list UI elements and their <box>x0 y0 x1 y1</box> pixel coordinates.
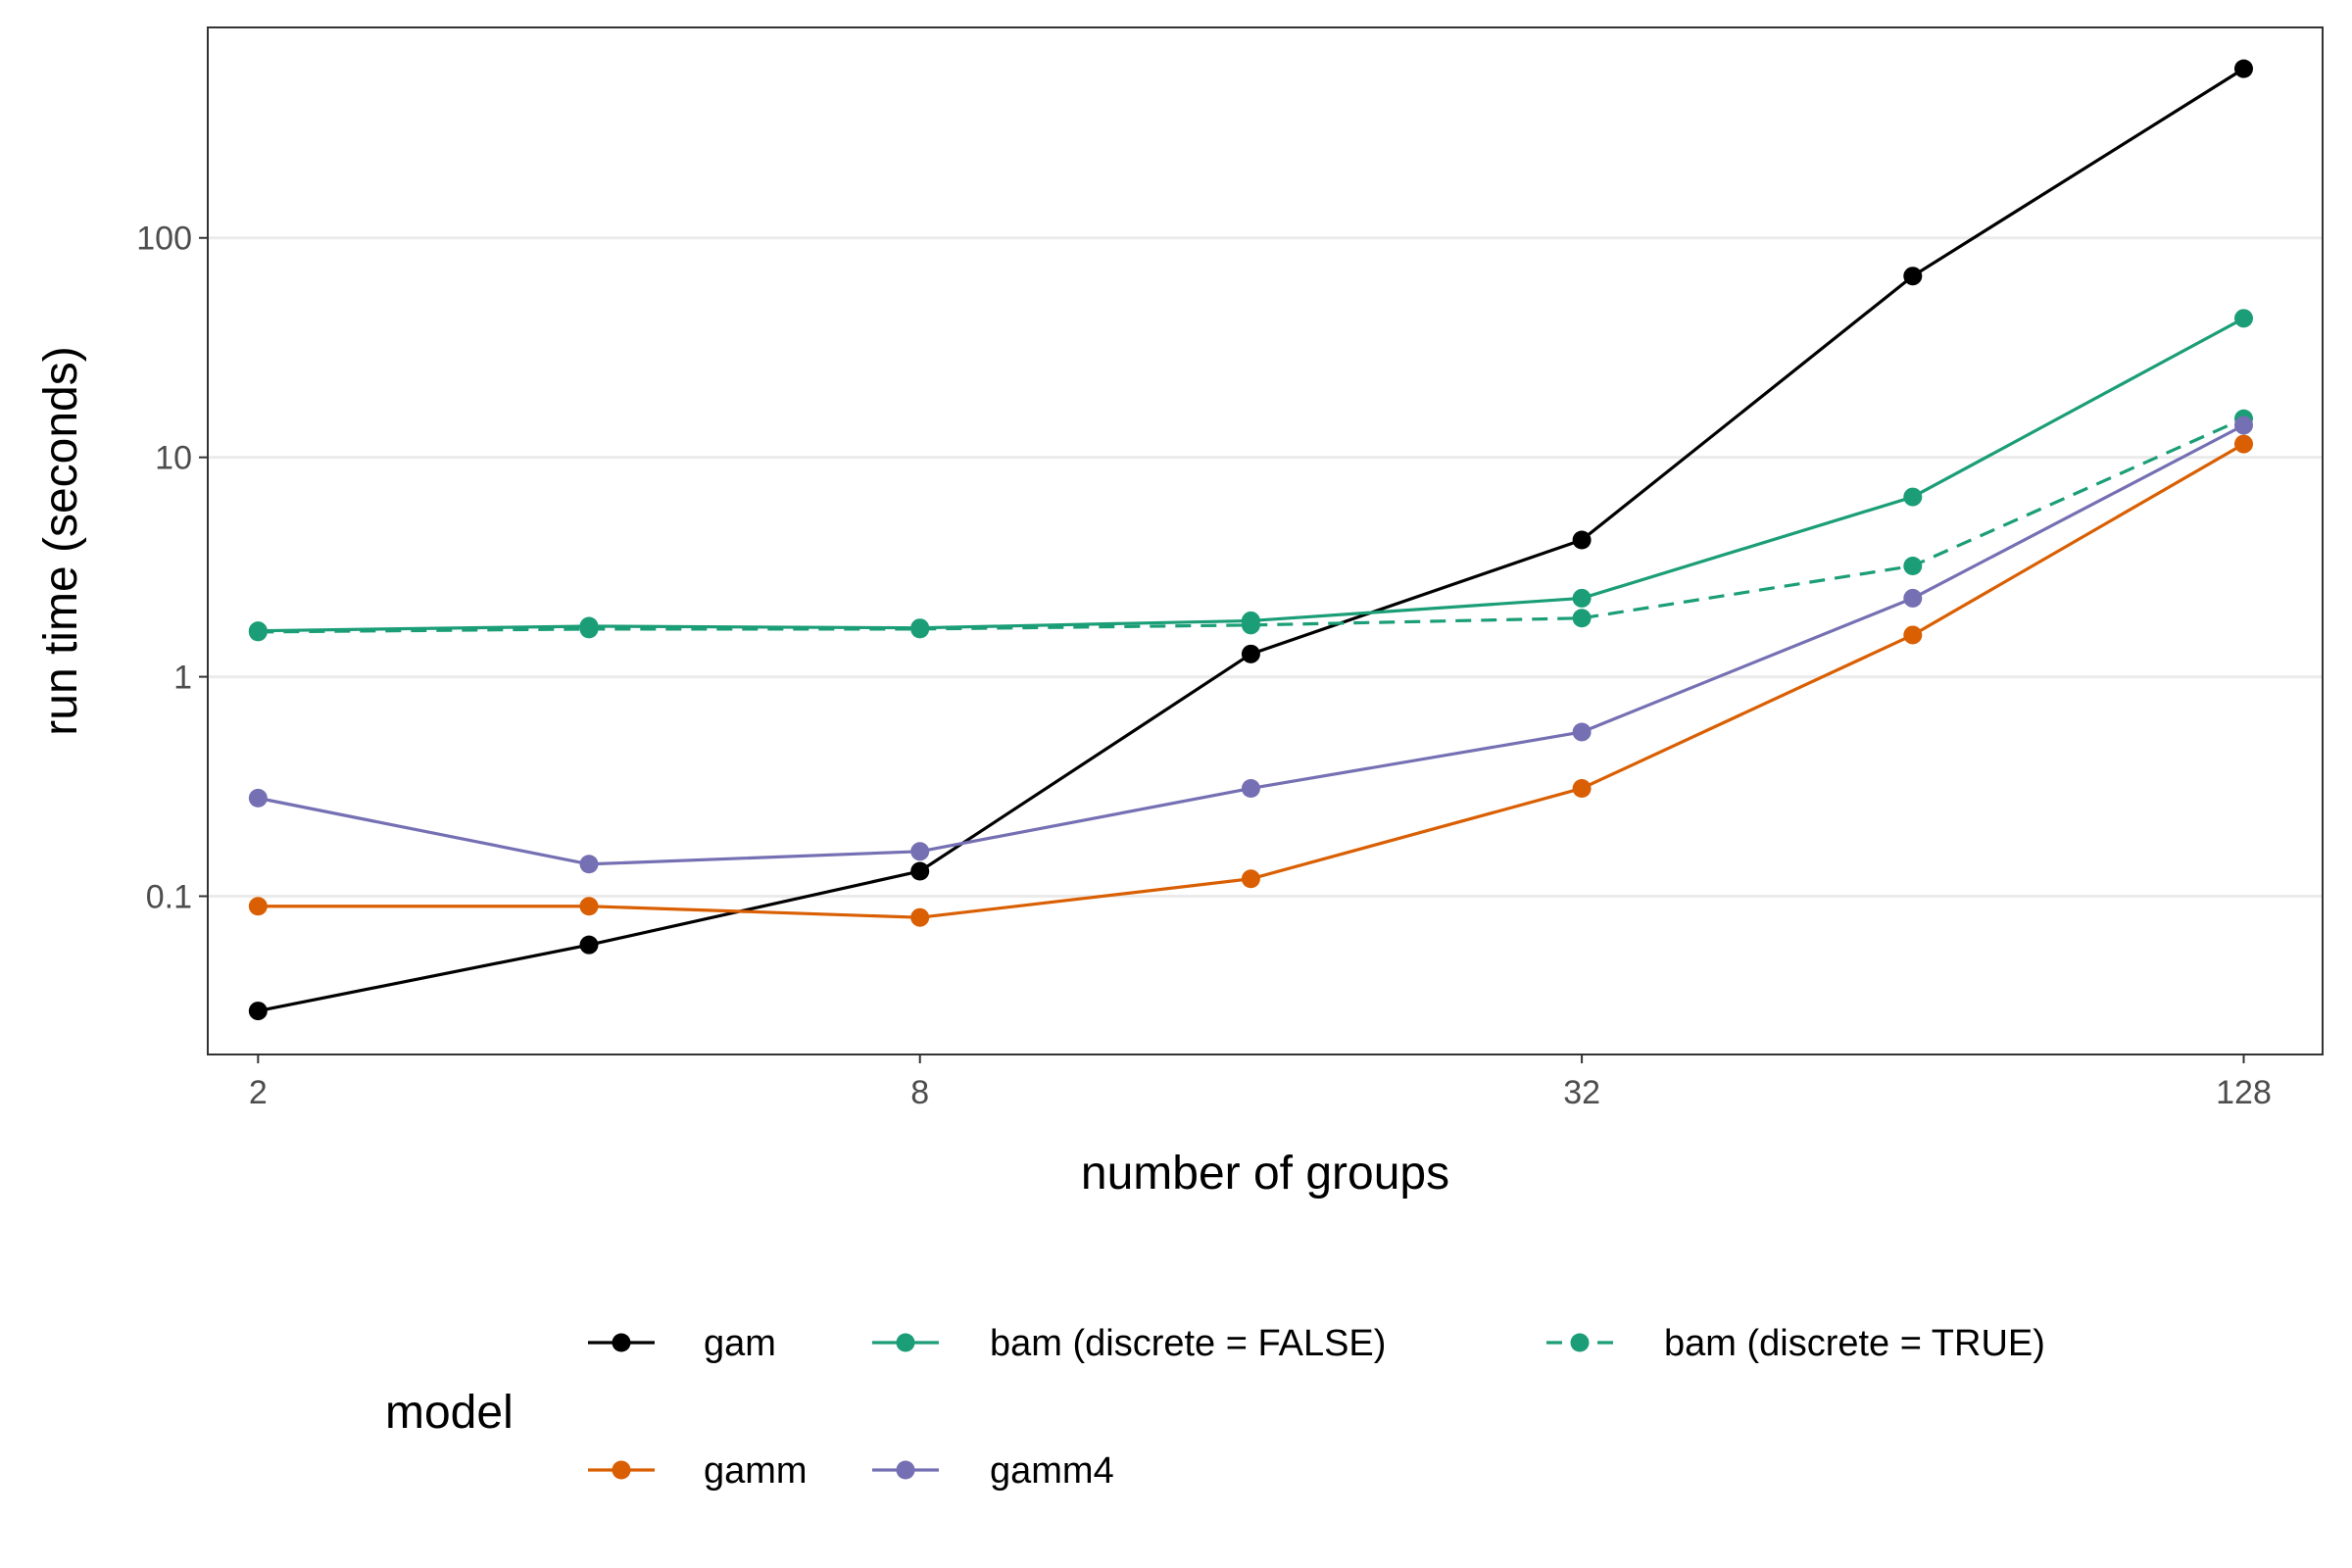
data-point-bam-discrete-true <box>1241 615 1260 635</box>
data-point-bam-discrete-true <box>910 619 930 639</box>
data-point-gamm <box>2233 434 2253 454</box>
data-point-gamm4 <box>2233 416 2253 435</box>
data-point-gamm <box>1903 625 1923 645</box>
axes-layer: 0.1 1 10 100 2 8 32 128 <box>136 220 2272 1111</box>
y-tick-label: 1 <box>173 660 192 697</box>
data-point-bam-discrete-true <box>248 622 268 642</box>
data-point-gam <box>579 935 599 955</box>
data-point-gamm4 <box>1572 722 1592 742</box>
x-tick-label: 128 <box>2216 1074 2272 1111</box>
data-point-gamm <box>1572 778 1592 798</box>
data-point-bam-discrete-true <box>1572 609 1592 628</box>
data-point-gamm4 <box>1241 778 1260 798</box>
series-layer <box>248 59 2253 1021</box>
y-axis-title: run time (seconds) <box>35 346 87 735</box>
data-point-gamm4 <box>910 842 930 861</box>
legend-label: gamm4 <box>990 1450 1114 1492</box>
data-point-gamm4 <box>248 788 268 808</box>
series-line-bam-discrete-true <box>258 416 2245 634</box>
legend-key-point <box>612 1460 631 1480</box>
data-point-gam <box>1572 530 1592 550</box>
x-tick-label: 8 <box>910 1074 929 1111</box>
data-point-gam <box>2233 59 2253 78</box>
y-tick-label: 0.1 <box>146 879 192 916</box>
legend-key-point <box>896 1333 915 1352</box>
x-tick-label: 2 <box>249 1074 268 1111</box>
data-point-gam <box>1903 267 1923 286</box>
data-point-bam-discrete-true <box>579 619 599 639</box>
legend: model gam bam (discrete = FALSE) bam (disc… <box>385 1323 2045 1492</box>
legend-key-point <box>896 1460 915 1480</box>
y-tick-label: 100 <box>136 220 192 258</box>
legend-key-point <box>1570 1333 1590 1352</box>
panel-border <box>207 26 2324 1055</box>
data-point-bam-discrete-false <box>1903 487 1923 507</box>
data-point-bam-discrete-false <box>1572 588 1592 608</box>
x-axis-title: number of groups <box>1081 1148 1449 1200</box>
legend-key-point <box>612 1333 631 1352</box>
data-point-bam-discrete-true <box>1903 556 1923 575</box>
legend-label: gamm <box>704 1450 808 1492</box>
series-line-bam-discrete-false <box>258 317 2245 633</box>
data-point-bam-discrete-false <box>2233 309 2253 328</box>
legend-label: bam (discrete = TRUE) <box>1664 1323 2045 1364</box>
legend-title: model <box>385 1387 514 1439</box>
data-point-gamm <box>579 897 599 916</box>
data-point-gamm <box>248 897 268 916</box>
data-point-gam <box>910 861 930 881</box>
legend-label: gam <box>704 1323 776 1364</box>
y-tick-label: 10 <box>155 440 192 477</box>
data-point-gamm <box>1241 869 1260 889</box>
data-point-gamm4 <box>1903 588 1923 608</box>
x-tick-label: 32 <box>1563 1074 1600 1111</box>
data-point-gam <box>248 1002 268 1021</box>
series-line-gamm <box>258 442 2245 919</box>
data-point-gam <box>1241 644 1260 663</box>
data-point-gamm <box>910 907 930 927</box>
legend-label: bam (discrete = FALSE) <box>990 1323 1386 1364</box>
grid-lines <box>208 236 2323 899</box>
data-point-gamm4 <box>579 855 599 874</box>
